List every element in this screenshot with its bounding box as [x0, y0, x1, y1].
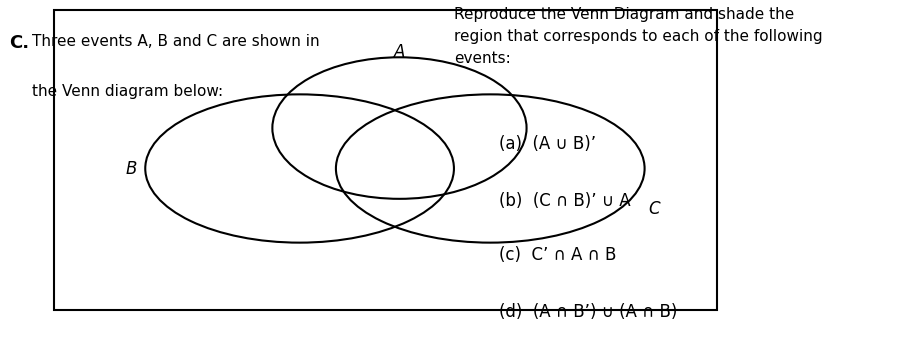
- Bar: [54, 10, 717, 310]
- Text: (d)  (A ∩ B’) ∪ (A ∩ B): (d) (A ∩ B’) ∪ (A ∩ B): [499, 303, 677, 321]
- Text: A: A: [393, 43, 404, 61]
- Text: C.: C.: [9, 34, 29, 52]
- Text: (c)  C’ ∩ A ∩ B: (c) C’ ∩ A ∩ B: [499, 246, 616, 264]
- Text: Three events A, B and C are shown in: Three events A, B and C are shown in: [32, 34, 319, 49]
- Text: the Venn diagram below:: the Venn diagram below:: [32, 84, 222, 99]
- Text: C: C: [647, 200, 659, 218]
- Text: (a)  (A ∪ B)’: (a) (A ∪ B)’: [499, 135, 596, 153]
- Text: B: B: [126, 159, 137, 178]
- Text: Reproduce the Venn Diagram and shade the
region that corresponds to each of the : Reproduce the Venn Diagram and shade the…: [453, 7, 822, 66]
- Text: (b)  (C ∩ B)’ ∪ A: (b) (C ∩ B)’ ∪ A: [499, 192, 630, 210]
